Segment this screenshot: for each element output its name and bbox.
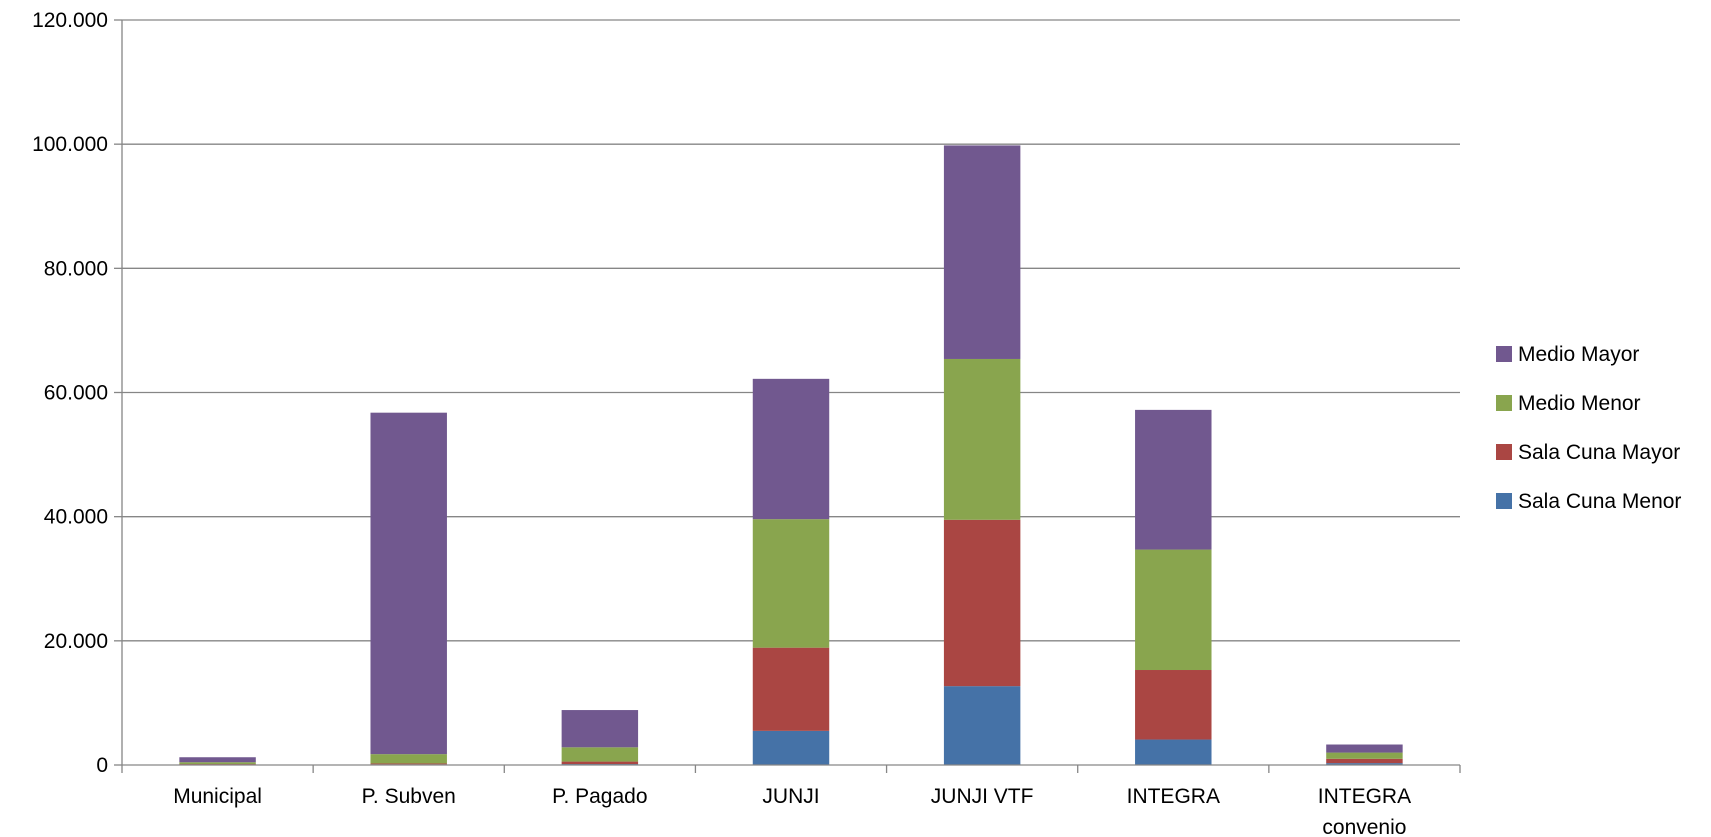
bar-segment-medio-menor bbox=[943, 358, 1021, 520]
x-category-label: INTEGRA bbox=[1127, 785, 1220, 808]
bar-segment-sala-cuna-mayor bbox=[752, 647, 830, 731]
bars bbox=[179, 145, 1403, 765]
y-tick-label: 100.000 bbox=[32, 133, 108, 156]
legend-label: Medio Menor bbox=[1518, 392, 1641, 415]
legend-swatch bbox=[1496, 395, 1512, 411]
y-tick-label: 120.000 bbox=[32, 9, 108, 32]
legend-label: Medio Mayor bbox=[1518, 343, 1639, 366]
bar-segment-medio-mayor bbox=[752, 378, 830, 520]
bar-segment-sala-cuna-menor bbox=[752, 730, 830, 765]
legend: Medio Mayor Medio Menor Sala Cuna Mayor Sal… bbox=[1496, 343, 1681, 513]
bar-segment-sala-cuna-menor bbox=[1326, 763, 1403, 765]
y-tick-label: 60.000 bbox=[44, 382, 108, 405]
legend-swatch bbox=[1496, 346, 1512, 362]
bar-segment-medio-mayor bbox=[1135, 409, 1212, 550]
bar-segment-sala-cuna-mayor bbox=[1326, 758, 1403, 764]
x-category-label: P. Subven bbox=[362, 785, 456, 808]
x-category-label: JUNJI VTF bbox=[931, 785, 1034, 808]
y-tick-label: 20.000 bbox=[44, 630, 108, 653]
bar-segment-medio-mayor bbox=[943, 145, 1021, 359]
y-tick-label: 40.000 bbox=[44, 506, 108, 529]
x-category-label: P. Pagado bbox=[552, 785, 647, 808]
bar-segment-medio-mayor bbox=[370, 412, 447, 755]
y-tick-label: 0 bbox=[96, 754, 108, 777]
bar-segment-sala-cuna-mayor bbox=[943, 519, 1021, 687]
bar-segment-medio-menor bbox=[561, 747, 639, 762]
y-tick-label: 80.000 bbox=[44, 257, 108, 280]
x-category-label: Municipal bbox=[173, 785, 262, 808]
x-category-label: INTEGRA convenio bbox=[1318, 785, 1411, 837]
legend-label: Sala Cuna Menor bbox=[1518, 490, 1681, 513]
bar-segment-medio-menor bbox=[1135, 549, 1212, 671]
legend-label: Sala Cuna Mayor bbox=[1518, 441, 1680, 464]
x-category-label: JUNJI bbox=[762, 785, 819, 808]
legend-swatch bbox=[1496, 493, 1512, 509]
bar-segment-sala-cuna-mayor bbox=[370, 763, 447, 765]
labels: 0 20.000 40.000 60.000 80.000 100.000 120.000 M… bbox=[32, 9, 1411, 837]
legend-swatch bbox=[1496, 444, 1512, 460]
bar-segment-medio-mayor bbox=[179, 757, 256, 763]
axes bbox=[114, 19, 1461, 773]
bar-segment-medio-mayor bbox=[561, 710, 639, 748]
bar-segment-sala-cuna-mayor bbox=[561, 761, 639, 765]
bar-segment-sala-cuna-menor bbox=[1135, 739, 1212, 765]
bar-segment-sala-cuna-mayor bbox=[1135, 670, 1212, 740]
bar-segment-medio-menor bbox=[179, 762, 256, 765]
bar-segment-medio-menor bbox=[1326, 752, 1403, 759]
bar-segment-medio-menor bbox=[370, 754, 447, 764]
bar-segment-medio-mayor bbox=[1326, 744, 1403, 753]
bar-segment-medio-menor bbox=[752, 519, 830, 648]
bar-segment-sala-cuna-menor bbox=[943, 686, 1021, 765]
